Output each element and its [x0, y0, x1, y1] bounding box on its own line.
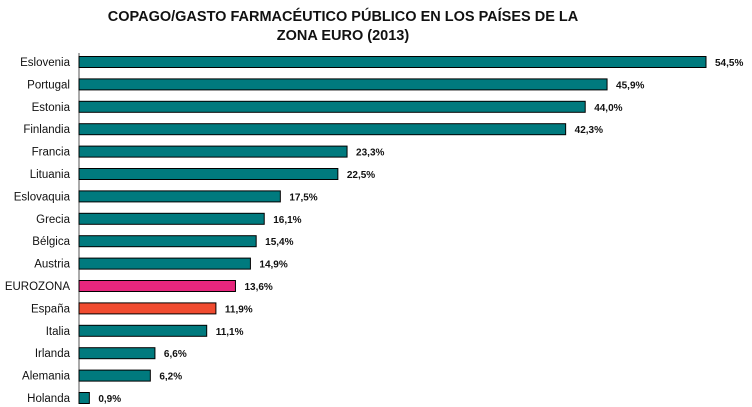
- bar-italia: [78, 324, 208, 337]
- value-label-eurozona: 13,6%: [244, 282, 272, 293]
- category-label-irlanda: Irlanda: [35, 348, 71, 360]
- value-label-lituania: 22,5%: [347, 170, 375, 181]
- value-label-finlandia: 42,3%: [575, 125, 603, 136]
- category-label-grecia: Grecia: [36, 214, 70, 226]
- bar-holanda: [78, 392, 90, 404]
- bar-espana: [78, 302, 217, 315]
- value-label-eslovaquia: 17,5%: [289, 192, 317, 203]
- bar-austria: [78, 257, 251, 270]
- category-label-estonia: Estonia: [32, 102, 71, 114]
- bar-grecia: [78, 212, 265, 225]
- bar-eslovenia: [78, 56, 707, 68]
- chart-title-line-1: COPAGO/GASTO FARMACÉUTICO PÚBLICO EN LOS…: [108, 7, 579, 25]
- bar-eslovaquia: [78, 190, 281, 203]
- bar-belgica: [78, 235, 257, 248]
- category-label-eurozona: EUROZONA: [5, 281, 71, 293]
- category-label-eslovaquia: Eslovaquia: [14, 191, 71, 203]
- value-label-irlanda: 6,6%: [164, 349, 187, 360]
- value-label-estonia: 44,0%: [594, 103, 622, 114]
- value-label-portugal: 45,9%: [616, 80, 644, 91]
- category-label-alemania: Alemania: [22, 371, 71, 383]
- category-label-italia: Italia: [46, 326, 71, 338]
- chart-title-line-2: ZONA EURO (2013): [277, 28, 410, 44]
- value-label-espana: 11,9%: [225, 304, 253, 315]
- value-label-eslovenia: 54,5%: [715, 58, 743, 69]
- bar-eurozona: [78, 280, 236, 292]
- bar-finlandia: [78, 123, 567, 136]
- value-label-alemania: 6,2%: [159, 372, 182, 383]
- bar-lituania: [78, 168, 339, 180]
- category-label-finlandia: Finlandia: [23, 124, 70, 136]
- category-label-eslovenia: Eslovenia: [20, 57, 70, 69]
- bars-group: Eslovenia 54,5% Portugal 45,9% Estonia 44,0% F…: [5, 56, 743, 405]
- bar-irlanda: [78, 347, 156, 360]
- value-label-austria: 14,9%: [259, 260, 287, 271]
- category-label-portugal: Portugal: [27, 79, 70, 91]
- category-label-austria: Austria: [34, 259, 70, 271]
- bar-francia: [78, 145, 348, 158]
- category-label-espana: España: [31, 303, 71, 315]
- value-label-francia: 23,3%: [356, 148, 384, 159]
- category-label-holanda: Holanda: [27, 393, 70, 405]
- bar-portugal: [78, 78, 608, 91]
- value-label-italia: 11,1%: [216, 327, 244, 338]
- bar-estonia: [78, 100, 586, 113]
- category-label-francia: Francia: [32, 147, 71, 159]
- category-label-belgica: Bélgica: [32, 236, 70, 248]
- value-label-grecia: 16,1%: [273, 215, 301, 226]
- value-label-holanda: 0,9%: [98, 394, 121, 405]
- value-label-belgica: 15,4%: [265, 237, 293, 248]
- bar-alemania: [78, 369, 151, 382]
- category-label-lituania: Lituania: [30, 169, 71, 181]
